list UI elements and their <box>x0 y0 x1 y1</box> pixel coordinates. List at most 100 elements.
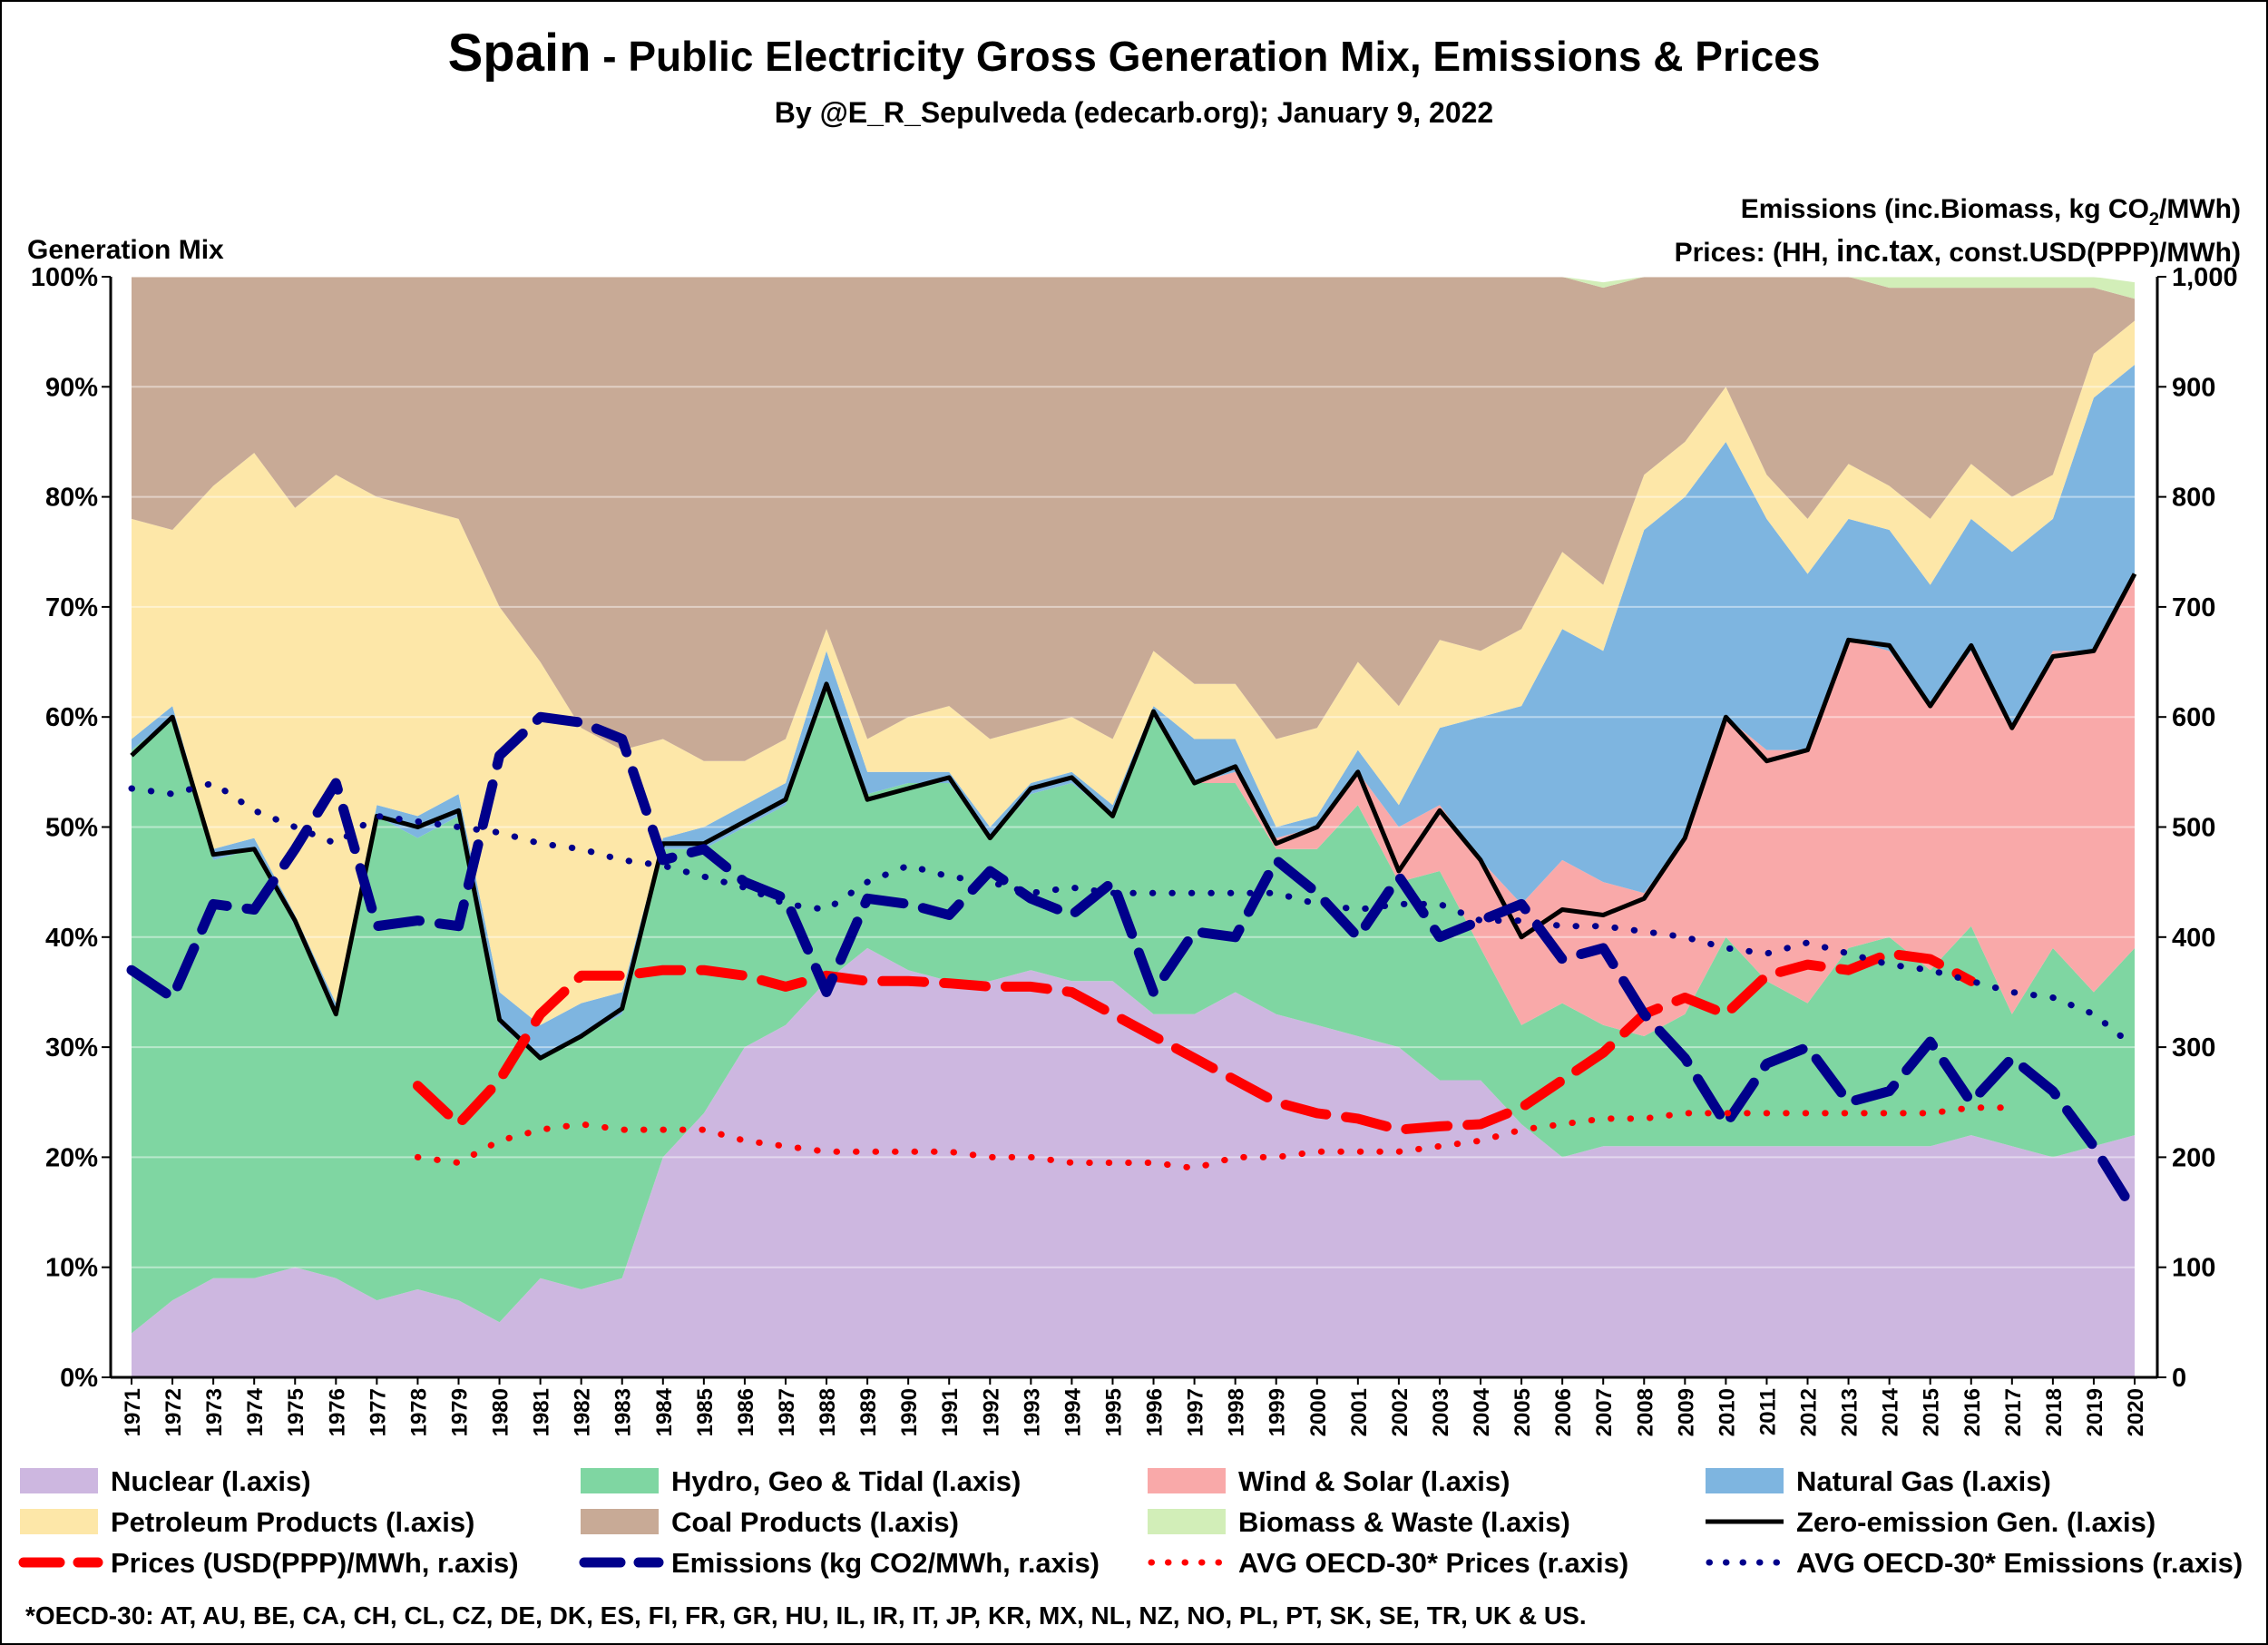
right-tick-label: 100 <box>2172 1254 2215 1283</box>
area-coal <box>132 277 2135 761</box>
x-tick-label: 1993 <box>1020 1388 1044 1436</box>
left-tick-label: 60% <box>45 703 98 732</box>
right-tick-label: 600 <box>2172 703 2215 732</box>
right-tick-label: 800 <box>2172 484 2215 513</box>
right-axis-title-emissions: Emissions (inc.Biomass, kg CO2/MWh) <box>1741 194 2241 230</box>
area-natural <box>132 365 2135 1059</box>
legend-swatch <box>1148 1509 1226 1534</box>
left-tick-label: 50% <box>45 814 98 843</box>
line-oecd-prices <box>414 1104 2016 1171</box>
x-tick-label: 1989 <box>856 1388 881 1436</box>
x-tick-label: 2015 <box>1920 1388 1944 1436</box>
line-oecd-emissions <box>128 779 2138 1051</box>
left-tick-label: 40% <box>45 924 98 953</box>
legend-item: Hydro, Geo & Tidal (l.axis) <box>581 1465 1021 1497</box>
x-tick-label: 2001 <box>1347 1388 1372 1436</box>
left-tick-label: 100% <box>31 263 98 292</box>
legend-label: Natural Gas (l.axis) <box>1796 1465 2051 1497</box>
footnote: *OECD-30: AT, AU, BE, CA, CH, CL, CZ, DE… <box>25 1601 1587 1630</box>
x-tick-label: 2003 <box>1429 1388 1453 1436</box>
stacked-areas <box>111 276 2157 1377</box>
x-tick-label: 1988 <box>816 1388 840 1436</box>
x-tick-label: 1979 <box>447 1388 472 1436</box>
legend-item: Petroleum Products (l.axis) <box>20 1506 474 1538</box>
legend-swatch <box>581 1468 659 1493</box>
x-tick-label: 1998 <box>1225 1388 1249 1436</box>
area-petroleum <box>132 320 2135 1025</box>
left-tick-label: 20% <box>45 1143 98 1172</box>
left-tick-label: 10% <box>45 1254 98 1283</box>
x-tick-label: 2011 <box>1755 1388 1780 1435</box>
legend-label: Hydro, Geo & Tidal (l.axis) <box>671 1465 1021 1497</box>
x-tick-label: 2000 <box>1306 1388 1331 1436</box>
x-tick-label: 1997 <box>1184 1388 1208 1436</box>
x-tick-label: 1990 <box>897 1388 922 1436</box>
x-tick-label: 1971 <box>121 1388 145 1436</box>
x-tick-label: 2008 <box>1633 1388 1657 1436</box>
area-biomass <box>132 277 2135 299</box>
x-tick-label: 2014 <box>1879 1387 1903 1436</box>
x-tick-label: 2013 <box>1838 1388 1862 1436</box>
legend-item: Emissions (kg CO2/MWh, r.axis) <box>579 1547 1100 1579</box>
x-tick-label: 1981 <box>530 1388 554 1436</box>
x-tick-label: 2016 <box>1960 1388 1985 1436</box>
legend-item: Prices (USD(PPP)/MWh, r.axis) <box>18 1547 519 1579</box>
x-tick-label: 1974 <box>243 1387 268 1436</box>
x-tick-label: 2018 <box>2042 1388 2067 1436</box>
x-tick-label: 2019 <box>2083 1388 2107 1436</box>
x-tick-label: 1991 <box>938 1388 963 1436</box>
x-tick-label: 1992 <box>979 1388 1003 1436</box>
area-nuclear <box>132 947 2135 1377</box>
legend-label: AVG OECD-30* Emissions (r.axis) <box>1796 1547 2243 1579</box>
legend-label: Prices (USD(PPP)/MWh, r.axis) <box>111 1547 519 1579</box>
x-tick-label: 2009 <box>1674 1388 1698 1436</box>
legend-label: Biomass & Waste (l.axis) <box>1238 1506 1570 1538</box>
right-tick-label: 700 <box>2172 593 2215 622</box>
x-tick-label: 1973 <box>202 1388 227 1436</box>
chart-title-rest: - Public Electricity Gross Generation Mi… <box>591 33 1821 80</box>
x-tick-label: 2002 <box>1388 1388 1413 1436</box>
x-tick-label: 2004 <box>1470 1387 1494 1436</box>
left-tick-label: 30% <box>45 1033 98 1062</box>
x-tick-label: 1985 <box>693 1388 718 1436</box>
legend-item: AVG OECD-30* Prices (r.axis) <box>1148 1547 1628 1579</box>
x-tick-label: 1984 <box>652 1387 677 1436</box>
x-tick-label: 1977 <box>366 1388 390 1436</box>
x-tick-label: 2007 <box>1592 1388 1617 1436</box>
legend-swatch <box>20 1509 98 1534</box>
right-tick-label: 1,000 <box>2172 263 2238 292</box>
right-tick-label: 500 <box>2172 814 2215 843</box>
right-tick-label: 0 <box>2172 1364 2186 1393</box>
legend-item: Coal Products (l.axis) <box>581 1506 959 1538</box>
right-tick-label: 200 <box>2172 1143 2215 1172</box>
legend-item: AVG OECD-30* Emissions (r.axis) <box>1706 1547 2243 1579</box>
x-tick-label: 1978 <box>406 1388 431 1436</box>
x-tick-label: 1972 <box>161 1388 186 1436</box>
series-lines <box>126 573 2140 1218</box>
x-tick-label: 2020 <box>2124 1388 2148 1436</box>
legend-item: Nuclear (l.axis) <box>20 1465 311 1497</box>
legend-swatch <box>1706 1468 1784 1493</box>
x-tick-label: 2006 <box>1551 1388 1576 1436</box>
x-tick-label: 2017 <box>2001 1388 2026 1436</box>
legend-label: Wind & Solar (l.axis) <box>1238 1465 1510 1497</box>
legend-item: Natural Gas (l.axis) <box>1706 1465 2051 1497</box>
x-tick-label: 1994 <box>1061 1387 1085 1436</box>
legend: Nuclear (l.axis) Hydro, Geo & Tidal (l.ax… <box>18 1465 2243 1579</box>
x-tick-label: 1995 <box>1101 1388 1126 1436</box>
x-tick-label: 1983 <box>611 1388 636 1436</box>
legend-label: Coal Products (l.axis) <box>671 1506 959 1538</box>
left-tick-label: 70% <box>45 593 98 622</box>
x-tick-label: 1976 <box>325 1388 349 1436</box>
area-wind <box>132 573 2135 1059</box>
axes: 0% 10% 20% 30% 40% 50% 60% 70% 80% 90% 100% 0 100 200… <box>31 263 2238 1436</box>
x-tick-label: 1975 <box>284 1388 308 1436</box>
left-tick-label: 0% <box>60 1364 98 1393</box>
chart-title-country: Spain <box>448 24 591 83</box>
legend-label: Petroleum Products (l.axis) <box>111 1506 474 1538</box>
legend-label: Nuclear (l.axis) <box>111 1465 311 1497</box>
x-tick-label: 1982 <box>571 1388 595 1436</box>
legend-label: AVG OECD-30* Prices (r.axis) <box>1238 1547 1628 1579</box>
legend-item: Biomass & Waste (l.axis) <box>1148 1506 1570 1538</box>
